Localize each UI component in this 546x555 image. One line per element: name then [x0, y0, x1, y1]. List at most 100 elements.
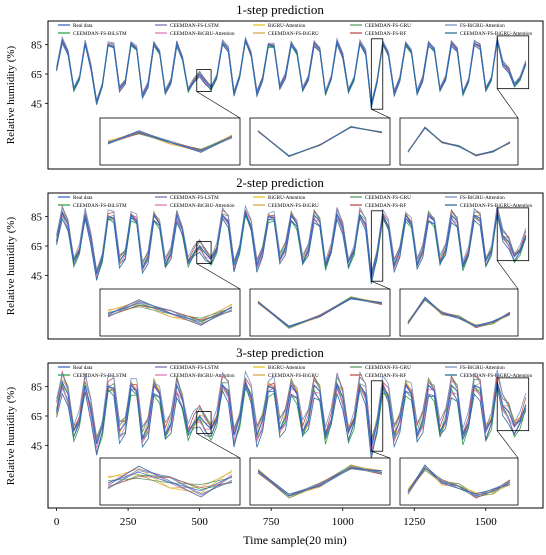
plot-frame	[47, 20, 544, 170]
legend-item: CEEMDAN-FS-BiGRU-Attention	[445, 31, 532, 37]
legend-item: CEEMDAN-FS-BiGRU	[253, 31, 319, 37]
legend-item: CEEMDAN-FS-RF	[350, 31, 406, 37]
legend-label: Real data	[73, 195, 93, 201]
legend-label: CEEMDAN-FS-RF	[365, 31, 406, 37]
zoom-rect	[496, 207, 530, 262]
zoom-connector	[371, 280, 391, 290]
y-tick-label: 85	[31, 382, 43, 394]
inset-frame	[249, 117, 391, 166]
legend-label: CEEMDAN-FS-RF	[365, 203, 406, 209]
y-tick-label: 45	[31, 440, 43, 452]
legend-item: CEEMDAN-FS-BiLSTM	[58, 203, 127, 209]
axes: 45 65 85	[31, 40, 48, 110]
series-line	[56, 210, 527, 277]
legend-item: BiGRU-Attention	[253, 195, 306, 201]
legend-item: FS-BiGRU-Attention	[445, 365, 505, 371]
x-tick-label: 0	[54, 516, 60, 528]
inset-frame	[399, 457, 519, 506]
zoom-connector	[371, 450, 391, 459]
legend: Real data CEEMDAN-FS-BiLSTM CEEMDAN-FS-LST…	[58, 195, 532, 209]
inset-series-line	[257, 466, 383, 497]
legend-item: CEEMDAN-FS-GRU	[350, 365, 411, 371]
zoom-connector	[496, 260, 519, 290]
legend-item: Real data	[58, 365, 93, 371]
legend-item: BiGRU-Attention	[253, 365, 306, 371]
zoom-rect	[370, 210, 384, 282]
zoom-inset	[249, 288, 391, 337]
legend-label: FS-BiGRU-Attention	[460, 23, 505, 29]
legend-item: CEEMDAN-BiGRU-Attention	[155, 31, 235, 37]
legend-label: CEEMDAN-BiGRU-Attention	[170, 31, 235, 37]
legend-item: CEEMDAN-BiGRU-Attention	[155, 373, 235, 379]
zoom-connector	[496, 88, 519, 119]
legend-item: CEEMDAN-FS-BiLSTM	[58, 31, 127, 37]
x-tick-label: 1000	[332, 516, 355, 528]
x-tick-label: 1500	[475, 516, 498, 528]
inset-series-line	[107, 302, 233, 323]
y-axis-label: Relative humidity (%)	[5, 45, 17, 144]
inset-frame	[249, 288, 391, 337]
y-tick-label: 45	[31, 270, 43, 282]
zoom-inset	[99, 288, 241, 337]
panel-3step: 3-step prediction Relative humidity (%) …	[5, 345, 544, 547]
inset-series-line	[257, 297, 383, 328]
x-tick-label: 1250	[403, 516, 426, 528]
inset-frame	[399, 288, 519, 337]
legend-item: CEEMDAN-FS-BiGRU	[253, 373, 319, 379]
panel-title: 1-step prediction	[236, 2, 324, 17]
legend-item: FS-BiGRU-Attention	[445, 195, 505, 201]
panel-2step: 2-step prediction Relative humidity (%) …	[5, 175, 544, 340]
zoom-inset	[399, 457, 519, 506]
x-tick-label: 250	[120, 516, 137, 528]
zoom-inset	[399, 288, 519, 337]
series-line	[56, 38, 527, 105]
legend-label: Real data	[73, 23, 93, 29]
legend-item: CEEMDAN-FS-GRU	[350, 195, 411, 201]
legend-label: Real data	[73, 365, 93, 371]
legend-label: BiGRU-Attention	[268, 365, 306, 371]
zoom-rect	[496, 377, 530, 432]
y-axis-label: Relative humidity (%)	[5, 386, 17, 485]
y-tick-label: 45	[31, 98, 43, 110]
zoom-connector	[371, 108, 391, 119]
legend-label: CEEMDAN-FS-GRU	[365, 365, 411, 371]
series-line	[56, 369, 527, 444]
legend-label: CEEMDAN-FS-GRU	[365, 23, 411, 29]
inset-series-line	[407, 127, 511, 156]
zoom-rect	[370, 38, 384, 110]
legend-item: CEEMDAN-FS-RF	[350, 203, 406, 209]
zoom-inset	[399, 117, 519, 166]
zoom-inset	[99, 117, 241, 166]
zoom-rect	[496, 35, 530, 90]
legend-item: FS-BiGRU-Attention	[445, 23, 505, 29]
zoom-rect	[196, 241, 212, 265]
series-lines	[56, 204, 527, 285]
series-lines	[56, 369, 527, 460]
legend-label: CEEMDAN-BiGRU-Attention	[170, 373, 235, 379]
inset-series-line	[407, 298, 511, 327]
inset-series-line	[107, 130, 233, 153]
legend-item: BiGRU-Attention	[253, 23, 306, 29]
inset-series-line	[407, 296, 511, 326]
inset-series-line	[107, 477, 233, 485]
y-axis-label: Relative humidity (%)	[5, 216, 17, 315]
x-tick-label: 500	[191, 516, 208, 528]
inset-series-line	[107, 471, 233, 492]
legend-label: FS-BiGRU-Attention	[460, 195, 505, 201]
panel-title: 2-step prediction	[236, 175, 324, 190]
zoom-connector	[196, 91, 241, 119]
legend-item: Real data	[58, 23, 93, 29]
axes: 45 65 85	[31, 212, 48, 282]
inset-series-line	[257, 468, 383, 495]
series-lines	[56, 35, 527, 109]
series-line	[56, 379, 527, 453]
series-line	[56, 384, 527, 460]
legend-label: CEEMDAN-FS-BiLSTM	[73, 203, 127, 209]
inset-series-line	[257, 468, 383, 495]
zoom-connector	[196, 433, 241, 459]
series-line	[56, 204, 527, 275]
inset-frame	[249, 457, 391, 506]
y-tick-label: 65	[31, 411, 43, 423]
